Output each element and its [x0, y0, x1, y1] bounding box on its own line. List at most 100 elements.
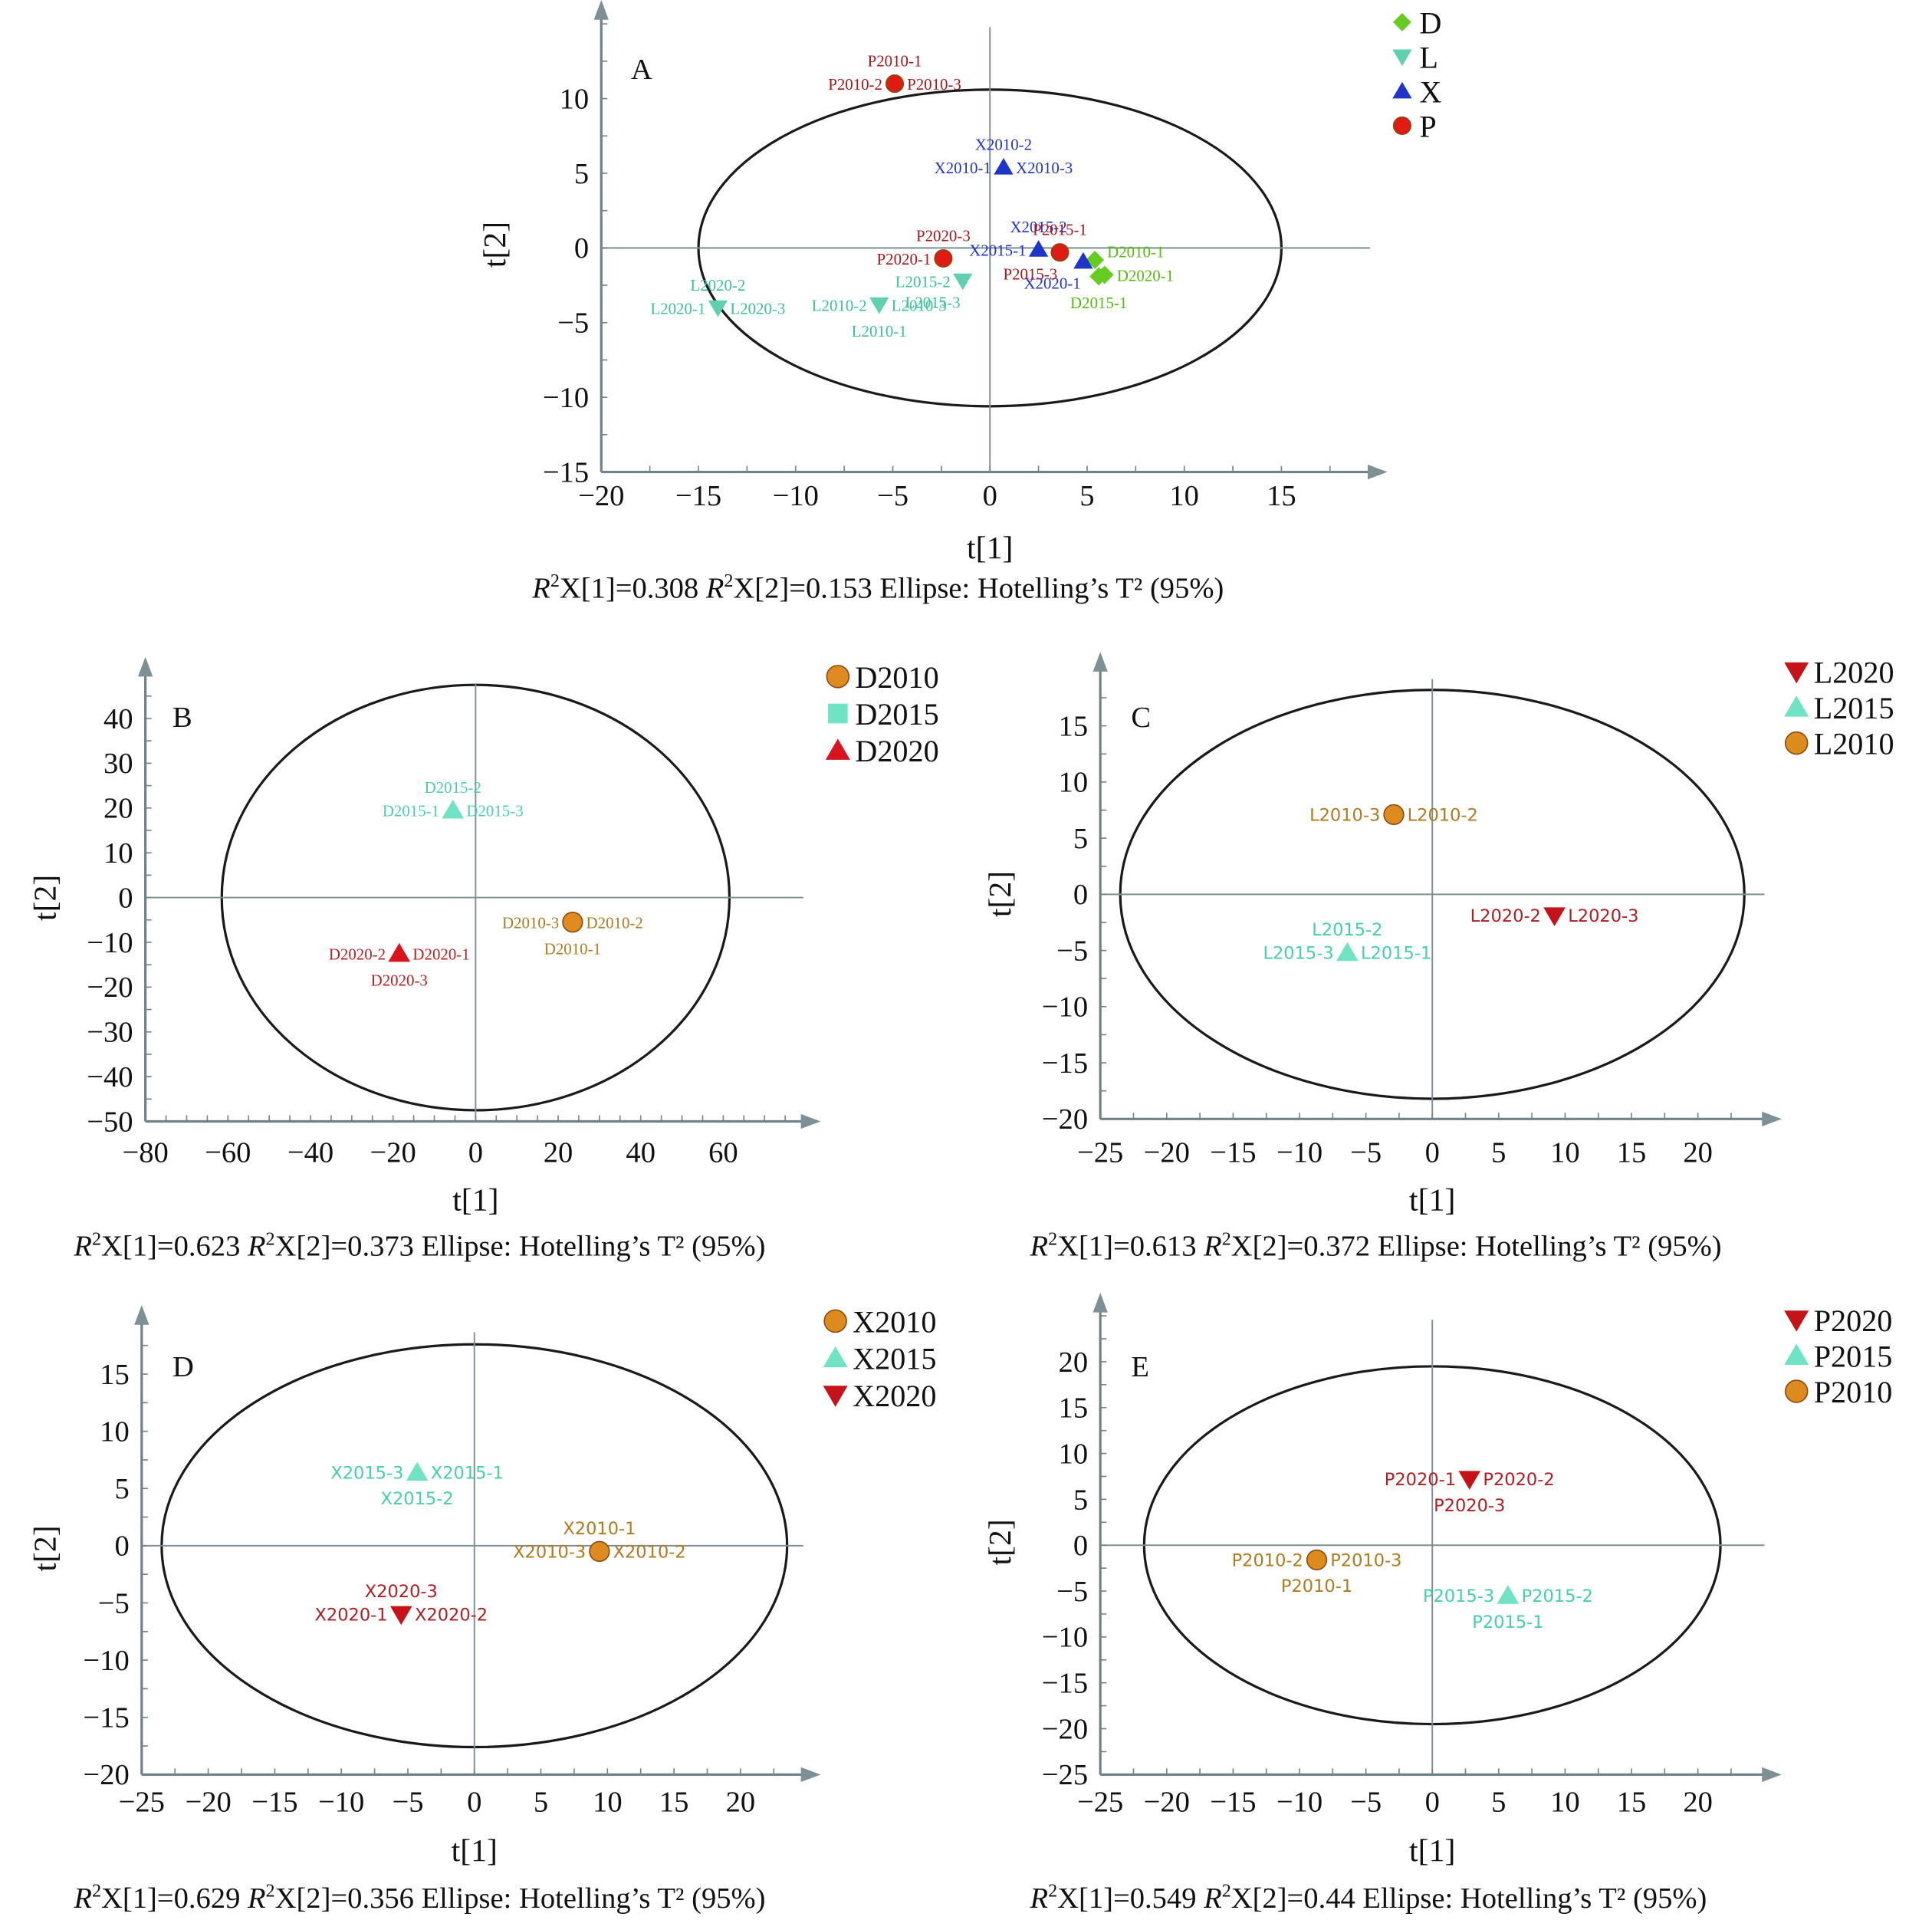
y-axis-arrow-icon [1092, 652, 1108, 672]
data-point-label: L2015-3 [1263, 944, 1333, 964]
y-axis-arrow-icon [138, 656, 153, 677]
y-tick-label: 5 [114, 1473, 129, 1505]
caption-text: R [1030, 1882, 1049, 1915]
data-point-x2010 [589, 1540, 610, 1562]
data-point-label: P2015-1 [1033, 221, 1087, 239]
y-tick-label: −10 [87, 927, 133, 959]
legend-marker-x2010-icon [823, 1309, 847, 1333]
panel-letter: D [172, 1351, 194, 1383]
caption-value: 0.613 [1130, 1231, 1197, 1263]
data-point-label: P2010-2 [1232, 1550, 1303, 1570]
legend-marker-d2010-icon [826, 665, 850, 689]
caption-value: Ellipse: Hotelling’s T² (95%) [1362, 1882, 1707, 1915]
x-tick-label: 20 [726, 1787, 756, 1819]
legend-label: X2020 [853, 1379, 936, 1413]
x-axis-title: t[1] [967, 531, 1013, 566]
caption-value: 0.372 [1303, 1231, 1370, 1263]
y-tick-label: 10 [560, 83, 590, 115]
caption-text: 2 [92, 1881, 101, 1901]
y-tick-label: −20 [1042, 1103, 1088, 1136]
x-axis-title: t[1] [452, 1182, 498, 1218]
data-point-label: P2020-3 [916, 227, 971, 245]
data-point-l2010 [1383, 804, 1405, 826]
y-axis-arrow-icon [1092, 1292, 1108, 1313]
caption-text [1197, 1882, 1204, 1915]
y-tick-label: −50 [87, 1106, 133, 1138]
x-tick-label: 20 [1683, 1787, 1713, 1819]
panel-letter: B [172, 702, 192, 734]
y-tick-label: −25 [1042, 1759, 1088, 1791]
legend-marker-l2010-icon [1784, 731, 1809, 755]
legend-label: D [1419, 5, 1441, 40]
legend-label: L [1419, 40, 1438, 74]
caption-text [414, 1231, 422, 1263]
caption: R2X[1]=0.549 R2X[2]=0.44 Ellipse: Hotell… [1030, 1881, 1707, 1914]
x-tick-label: 0 [983, 480, 997, 512]
caption-text: R [73, 1882, 92, 1915]
x-tick-label: 40 [626, 1137, 656, 1169]
y-tick-label: −5 [1056, 1576, 1088, 1608]
x-tick-label: −5 [1350, 1787, 1382, 1819]
y-tick-label: 30 [104, 748, 133, 780]
panel-letter: A [631, 54, 652, 86]
caption-text: X[2]= [733, 572, 806, 604]
caption-text [414, 1882, 422, 1915]
y-tick-label: 0 [1073, 1530, 1088, 1562]
y-tick-label: 10 [100, 1415, 130, 1448]
caption-text: X[1]= [101, 1231, 174, 1263]
caption-value: 0.549 [1130, 1882, 1197, 1915]
x-tick-label: 10 [1550, 1787, 1580, 1819]
caption: R2X[1]=0.308 R2X[2]=0.153 Ellipse: Hotel… [531, 571, 1224, 604]
data-point-label: L2020-3 [1568, 906, 1638, 926]
caption-text: R [1203, 1882, 1222, 1915]
y-tick-label: −5 [98, 1587, 130, 1619]
data-point-label: D2015-1 [1070, 294, 1127, 312]
caption-text [872, 572, 880, 604]
legend-label: P2010 [1814, 1375, 1893, 1409]
caption-text: X[2]= [275, 1882, 348, 1915]
caption-value: Ellipse: Hotelling’s T² (95%) [1378, 1231, 1722, 1263]
x-tick-label: −10 [1276, 1787, 1322, 1819]
data-point-label: D2015-3 [466, 802, 523, 820]
caption-text [240, 1231, 248, 1263]
caption-text: X[1]= [560, 572, 632, 604]
x-tick-label: −5 [877, 480, 909, 512]
data-point-label: D2010-1 [1107, 243, 1164, 261]
legend-label: L2010 [1814, 727, 1894, 761]
x-tick-label: −20 [1144, 1137, 1190, 1169]
data-point-p2020 [1458, 1471, 1481, 1490]
data-point-label: X2015-1 [969, 241, 1026, 259]
data-point-label: D2020-3 [371, 971, 428, 989]
y-tick-label: 0 [114, 1530, 129, 1563]
data-point-d [1095, 265, 1114, 284]
legend-label: D2010 [855, 660, 938, 695]
legend-marker-l2020-icon [1784, 662, 1809, 684]
caption-text: R [1203, 1231, 1222, 1263]
caption-value: 0.153 [806, 572, 872, 604]
x-axis-arrow-icon [1762, 1767, 1782, 1782]
y-tick-label: −15 [83, 1702, 129, 1734]
data-point-label: L2010-2 [1408, 805, 1478, 825]
y-tick-label: 0 [1073, 879, 1088, 911]
caption: R2X[1]=0.613 R2X[2]=0.372 Ellipse: Hotel… [1030, 1229, 1722, 1262]
y-tick-label: 10 [1059, 767, 1089, 799]
caption-text: R [1030, 1231, 1049, 1263]
y-tick-label: −10 [543, 382, 589, 414]
legend-label: D2015 [855, 697, 938, 732]
y-tick-label: 0 [574, 232, 589, 265]
caption-value: 0.356 [347, 1882, 414, 1915]
data-point-label: L2015-3 [905, 294, 961, 312]
data-point-label: D2020-1 [1117, 266, 1174, 284]
data-point-label: P2010-1 [1281, 1576, 1352, 1596]
x-tick-label: −40 [288, 1137, 334, 1169]
x-tick-label: 0 [468, 1137, 483, 1169]
legend-marker-x2020-icon [823, 1386, 848, 1407]
data-point-l [869, 297, 889, 314]
y-axis-title: t[2] [983, 1519, 1018, 1565]
x-tick-label: −80 [122, 1137, 168, 1169]
y-tick-label: −30 [87, 1017, 133, 1049]
y-tick-label: 20 [104, 793, 133, 825]
data-point-l2020 [1543, 907, 1566, 927]
x-tick-label: 60 [708, 1137, 738, 1169]
data-point-label: X2010-2 [975, 136, 1032, 154]
